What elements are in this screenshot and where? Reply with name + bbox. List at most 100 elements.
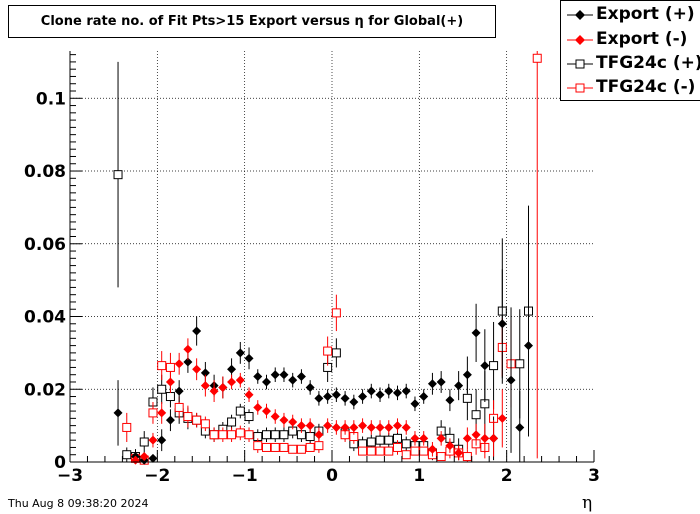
- data-point-diamond: [296, 421, 306, 431]
- data-point-square: [279, 430, 289, 440]
- data-point-diamond: [183, 344, 193, 354]
- data-point-diamond: [393, 421, 402, 431]
- legend-entry-export-minus: Export (-): [561, 28, 700, 53]
- data-point-square: [358, 446, 368, 456]
- data-point-diamond: [349, 397, 359, 407]
- data-point-square: [462, 393, 472, 403]
- data-point-diamond: [314, 430, 324, 440]
- data-point-square: [462, 452, 472, 462]
- legend-marker-black-square: [567, 59, 593, 69]
- data-point-square: [471, 410, 481, 420]
- data-point-square: [393, 442, 402, 452]
- data-points: [113, 51, 542, 465]
- data-point-square: [139, 437, 149, 447]
- data-point-square: [227, 430, 237, 440]
- data-point-square: [331, 348, 341, 358]
- data-point-diamond: [262, 377, 271, 387]
- legend: Export (+) Export (-) TFG24c (+) TFG24c …: [560, 0, 700, 101]
- data-point-square: [305, 432, 315, 442]
- chart-title-box: Clone rate no. of Fit Pts>15 Export vers…: [8, 5, 496, 38]
- y-tick-label: 0.04: [24, 308, 66, 328]
- data-point-diamond: [183, 357, 193, 367]
- data-point-diamond: [314, 393, 324, 403]
- data-point-diamond: [262, 406, 271, 416]
- x-tick-label: 1: [413, 466, 425, 486]
- y-tick-label: 0: [54, 453, 66, 473]
- data-point-diamond: [462, 433, 472, 443]
- data-point-square: [227, 417, 237, 427]
- axes: −3 −2 −1 0 1 2 3 0 0.02 0.04 0.06 0.08 0.1: [24, 51, 600, 486]
- data-point-diamond: [471, 328, 481, 338]
- data-point-diamond: [288, 417, 298, 427]
- data-point-square: [218, 430, 228, 440]
- x-tick-label: 2: [501, 466, 513, 486]
- data-point-square: [157, 361, 167, 371]
- data-point-diamond: [401, 422, 411, 432]
- data-point-diamond: [157, 435, 167, 445]
- chart-title: Clone rate no. of Fit Pts>15 Export vers…: [40, 14, 464, 29]
- y-tick-label: 0.06: [24, 235, 66, 255]
- legend-entry-tfg-minus: TFG24c (-): [561, 76, 700, 101]
- legend-entry-tfg-plus: TFG24c (+): [561, 52, 700, 77]
- data-point-square: [235, 406, 245, 416]
- data-point-square: [314, 441, 324, 451]
- x-tick-label: −1: [232, 466, 258, 486]
- data-point-diamond: [358, 392, 368, 402]
- legend-label: Export (-): [596, 29, 688, 49]
- data-point-diamond: [427, 379, 437, 389]
- data-point-square: [183, 412, 193, 422]
- data-point-diamond: [454, 381, 464, 391]
- data-point-diamond: [157, 408, 167, 418]
- data-point-diamond: [410, 399, 420, 409]
- data-point-diamond: [506, 375, 516, 385]
- data-point-square: [410, 446, 420, 456]
- data-point-square: [165, 392, 175, 402]
- data-point-square: [401, 439, 411, 449]
- data-point-diamond: [270, 412, 280, 422]
- data-point-diamond: [113, 408, 123, 418]
- data-point-square: [279, 442, 289, 452]
- data-point-diamond: [165, 415, 175, 425]
- data-point-diamond: [454, 448, 464, 458]
- data-point-diamond: [497, 413, 507, 423]
- y-tick-label: 0.08: [24, 162, 66, 182]
- data-point-square: [165, 362, 175, 372]
- data-point-square: [200, 419, 210, 429]
- data-point-square: [375, 435, 385, 445]
- data-point-square: [532, 53, 542, 63]
- data-point-square: [235, 428, 245, 438]
- data-point-diamond: [244, 353, 254, 363]
- data-point-diamond: [384, 422, 394, 432]
- data-point-diamond: [209, 386, 219, 396]
- data-point-diamond: [340, 422, 350, 432]
- data-point-square: [122, 422, 132, 432]
- data-point-diamond: [174, 359, 184, 369]
- data-point-diamond: [305, 421, 315, 431]
- data-point-diamond: [340, 393, 350, 403]
- x-tick-label: 0: [326, 466, 338, 486]
- data-point-diamond: [148, 453, 158, 463]
- data-point-square: [270, 430, 280, 440]
- data-point-diamond: [279, 415, 289, 425]
- x-axis-title: η: [582, 493, 593, 513]
- legend-label: TFG24c (-): [596, 77, 696, 97]
- data-point-diamond: [235, 348, 245, 358]
- data-point-diamond: [218, 382, 228, 392]
- data-point-square: [489, 361, 499, 371]
- data-point-diamond: [279, 370, 289, 380]
- data-point-diamond: [524, 341, 533, 351]
- data-point-diamond: [445, 395, 455, 405]
- data-point-square: [209, 430, 219, 440]
- data-point-square: [384, 446, 394, 456]
- data-point-diamond: [270, 370, 280, 380]
- data-point-diamond: [497, 319, 507, 329]
- x-tick-label: −2: [144, 466, 170, 486]
- data-point-square: [305, 442, 315, 452]
- data-point-diamond: [401, 386, 411, 396]
- data-point-square: [436, 452, 446, 462]
- data-point-diamond: [253, 372, 263, 382]
- data-point-square: [192, 415, 202, 425]
- data-point-diamond: [393, 388, 402, 398]
- data-point-diamond: [200, 381, 210, 391]
